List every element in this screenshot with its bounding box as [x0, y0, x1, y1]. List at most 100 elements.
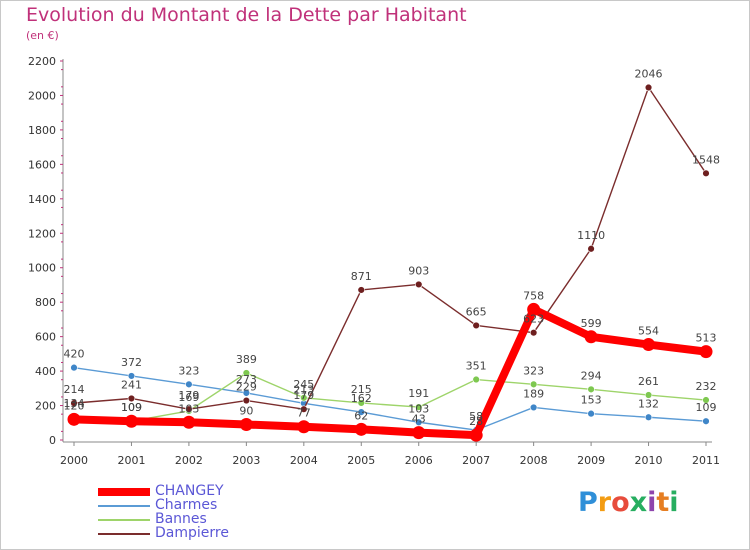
data-point-bannes [300, 394, 308, 402]
y-tick-label: 2200 [28, 55, 56, 68]
proxiti-logo: Proxiti [578, 487, 679, 518]
data-label-bannes: 323 [523, 364, 544, 377]
data-label-charmes: 132 [638, 397, 659, 410]
data-label-dampierre: 871 [351, 270, 372, 283]
data-label-bannes: 261 [638, 375, 659, 388]
data-label-changey: 103 [178, 402, 199, 415]
logo-letter: r [597, 487, 612, 518]
data-label-charmes: 273 [236, 373, 257, 386]
y-tick-label: 2000 [28, 89, 56, 102]
series-line-bannes [73, 372, 707, 422]
x-tick-label: 2009 [577, 454, 605, 467]
logo-letter: o [611, 487, 630, 518]
data-label-bannes: 109 [121, 401, 142, 414]
data-point-changey [67, 412, 81, 426]
data-point-charmes [357, 408, 365, 416]
data-point-dampierre [185, 405, 193, 413]
x-tick-label: 2001 [117, 454, 145, 467]
data-label-dampierre: 1548 [692, 153, 720, 166]
data-point-dampierre [127, 394, 136, 403]
data-point-changey [124, 414, 138, 428]
data-label-bannes: 134 [64, 397, 85, 410]
chart-subtitle: (en €) [26, 29, 59, 42]
x-tick-label: 2000 [60, 454, 88, 467]
data-point-charmes [644, 413, 653, 421]
data-point-charmes [587, 409, 595, 418]
series-line-dampierre [73, 86, 707, 410]
data-label-dampierre: 214 [64, 383, 85, 396]
legend-item-charmes: Charmes [98, 497, 318, 513]
data-label-dampierre: 623 [523, 313, 544, 326]
logo-letter: t [656, 487, 670, 518]
data-label-bannes: 232 [696, 380, 717, 393]
data-point-bannes [702, 396, 710, 404]
legend-label-changey: CHANGEY [155, 483, 224, 499]
data-point-bannes [415, 403, 423, 411]
data-point-bannes [242, 369, 251, 377]
data-label-dampierre: 179 [293, 389, 314, 402]
y-tick-label: 1400 [28, 193, 56, 206]
x-tick-label: 2003 [232, 454, 260, 467]
data-label-charmes: 109 [696, 401, 717, 414]
legend-label-bannes: Bannes [155, 511, 207, 527]
x-tick-label: 2002 [175, 454, 203, 467]
data-point-changey [412, 426, 426, 440]
logo-letter: x [629, 487, 648, 518]
data-point-dampierre [472, 321, 480, 330]
data-label-dampierre: 241 [121, 378, 142, 391]
data-label-changey: 120 [64, 399, 85, 412]
data-label-bannes: 389 [236, 353, 257, 366]
data-label-dampierre: 229 [236, 381, 257, 394]
y-tick-label: 0 [49, 434, 56, 447]
y-tick-label: 800 [35, 296, 56, 309]
data-point-bannes [529, 380, 538, 389]
x-tick-label: 2010 [635, 454, 663, 467]
data-label-charmes: 58 [469, 410, 483, 423]
data-point-changey [469, 428, 483, 442]
legend-label-charmes: Charmes [155, 497, 218, 513]
data-label-charmes: 213 [293, 383, 314, 396]
data-label-charmes: 323 [178, 364, 199, 377]
data-point-changey [527, 302, 541, 316]
y-tick-label: 200 [35, 400, 56, 413]
data-label-dampierre: 1110 [577, 229, 605, 242]
y-tick-label: 1800 [28, 124, 56, 137]
data-label-charmes: 189 [523, 387, 544, 400]
data-label-bannes: 245 [293, 378, 314, 391]
data-point-charmes [70, 363, 78, 372]
data-label-bannes: 215 [351, 383, 372, 396]
legend-swatch-charmes [98, 505, 150, 507]
data-point-charmes [185, 380, 193, 389]
logo-letter: i [647, 487, 657, 518]
logo-letter: P [578, 487, 598, 518]
data-label-charmes: 153 [581, 394, 602, 407]
data-point-dampierre [415, 280, 423, 289]
data-label-changey: 554 [638, 325, 659, 338]
data-point-changey [354, 422, 368, 436]
data-label-charmes: 420 [64, 348, 85, 361]
data-point-changey [699, 345, 713, 359]
logo-letter: i [669, 487, 679, 518]
data-point-bannes [357, 399, 365, 407]
y-tick-label: 600 [35, 331, 56, 344]
data-point-dampierre [300, 405, 308, 413]
legend-swatch-bannes [98, 519, 150, 521]
data-label-dampierre: 179 [178, 389, 199, 402]
data-label-dampierre: 665 [466, 305, 487, 318]
data-point-dampierre [587, 245, 595, 253]
data-point-changey [584, 330, 598, 344]
data-label-dampierre: 903 [408, 264, 429, 277]
y-tick-label: 400 [35, 365, 56, 378]
data-point-changey [239, 417, 253, 431]
data-point-charmes [242, 389, 251, 397]
data-point-charmes [529, 403, 538, 412]
data-point-charmes [127, 372, 136, 380]
data-point-dampierre [70, 399, 78, 407]
data-point-charmes [702, 417, 710, 425]
data-point-bannes [644, 391, 653, 399]
series-line-charmes [73, 366, 707, 431]
data-point-charmes [415, 418, 423, 426]
x-tick-label: 2004 [290, 454, 318, 467]
